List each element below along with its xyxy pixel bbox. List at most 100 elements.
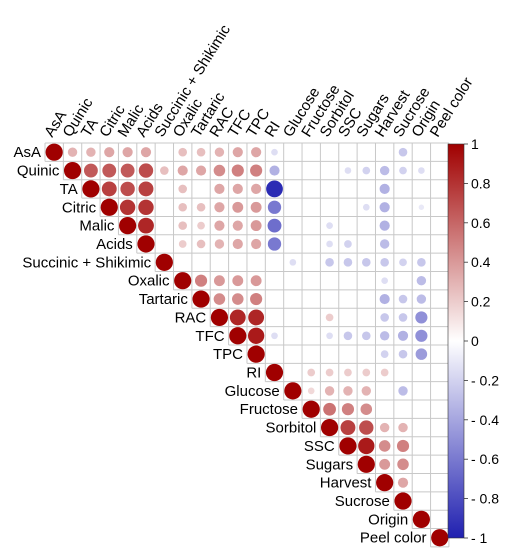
corr-circle-malic-oxalic [178,221,187,230]
corr-circle-quinic-origin [418,167,425,174]
corr-circle-rac-rac [210,308,229,327]
row-label-tartaric: Tartaric [139,291,189,308]
corr-circle-fructose-fructose [302,400,320,418]
corr-circle-acids-tpc [251,238,262,250]
row-label-rac: RAC [175,309,207,326]
row-label-fructose: Fructose [240,401,298,418]
corr-circle-tartaric-harvest [379,293,390,305]
corr-circle-ssc-ssc [339,437,357,455]
corr-circle-quinic-acids [138,163,154,178]
corr-circle-malic-tpc [250,220,262,232]
corr-circle-succinic-shikimic-succinic-shikimic [155,253,173,271]
corr-circle-fructose-ssc [341,403,355,416]
corr-circle-acids-ri [267,237,282,251]
corr-circle-tartaric-rac [213,293,226,305]
corr-circle-glucose-sucrose [398,386,408,396]
corr-circle-quinic-ssc [344,167,352,174]
corr-circle-asa-ta [86,147,96,157]
corr-circle-tfc-tfc [229,327,247,345]
corr-circle-acids-tfc [232,238,243,250]
corr-circle-quinic-ri [269,165,280,176]
corr-circle-fructose-sorbitol [323,402,336,416]
corr-circle-ri-sorbitol [325,368,334,377]
corr-circle-quinic-rac [213,164,226,177]
corr-circle-succinic-shikimic-sorbitol [325,258,334,267]
corr-circle-ta-acids [138,181,154,197]
row-label-harvest: Harvest [320,475,373,492]
row-label-glucose: Glucose [225,383,280,400]
corr-circle-quinic-tpc [250,164,263,177]
corr-circle-asa-malic [122,147,133,158]
corr-circle-acids-acids [137,235,155,253]
corr-circle-citric-sugars [362,203,370,211]
corr-circle-rac-tpc [248,309,265,326]
corr-circle-ta-citric [101,181,117,197]
corr-circle-malic-malic [119,217,137,235]
corr-circle-succinic-shikimic-origin [417,258,426,267]
corr-circle-succinic-shikimic-sugars [362,258,371,267]
corr-circle-citric-citric [100,198,118,216]
corr-circle-ssc-sucrose [396,439,410,453]
corr-circle-citric-origin [418,204,425,210]
corr-circle-peel-color-peel-color [431,529,449,547]
corr-circle-rac-harvest [380,313,389,322]
corr-circle-rac-sucrose [398,313,408,322]
corr-circle-glucose-sugars [361,386,372,396]
legend-tick-label: 0 [471,333,479,349]
corr-circle-ta-tfc [232,183,243,194]
column-label-ta: TA [78,116,102,140]
legend-tick-label: - 0.4 [471,412,499,428]
corr-circle-ri-harvest [380,368,389,377]
corr-circle-citric-tpc [250,201,262,213]
corr-circle-tpc-sucrose [398,349,408,359]
row-label-citric: Citric [62,199,97,216]
row-label-asa: AsA [13,144,41,161]
row-label-peel-color: Peel color [360,530,427,547]
corr-circle-sorbitol-ssc [340,420,356,436]
corr-circle-ta-tpc [251,183,262,194]
correlation-circles [45,143,449,547]
row-label-tpc: TPC [213,346,243,363]
corr-circle-succinic-shikimic-sucrose [399,258,407,267]
corr-circle-succinic-shikimic-harvest [380,258,389,267]
corr-circle-acids-rac [214,239,225,249]
grid [44,142,450,548]
corr-circle-asa-ri [271,148,278,156]
corr-circle-quinic-succinic-shikimic [160,166,169,175]
legend-tick-label: 0.2 [471,294,491,310]
corr-circle-oxalic-oxalic [174,272,192,290]
corr-circle-ta-ta [82,180,100,198]
row-label-succinic-shikimic: Succinic + Shikimic [22,254,151,271]
corr-circle-citric-rac [214,202,225,213]
corr-circle-sugars-sugars [357,455,375,473]
corr-circle-oxalic-harvest [381,277,388,285]
corr-circle-asa-acids [140,147,152,158]
corr-circle-ta-ri [266,180,283,198]
corr-circle-tfc-tpc [247,327,265,344]
legend-tick-label: - 0.6 [471,451,499,467]
corr-circle-tfc-ssc [343,331,353,341]
corr-circle-asa-sucrose [398,147,408,157]
corr-circle-tartaric-sucrose [398,294,408,304]
corr-circle-tartaric-tartaric [192,290,210,308]
corr-circle-malic-ri [267,218,282,233]
corr-circle-citric-harvest [379,202,390,213]
color-legend: 1 0.8 0.6 0.4 0.2 0 - 0.2 - 0.4 - 0.6 - 0.8 - 1 [447,136,499,546]
row-label-acids: Acids [96,236,133,253]
corr-circle-sorbitol-harvest [379,422,390,433]
corr-circle-glucose-fructose [307,387,315,395]
corr-circle-rac-sorbitol [325,313,334,322]
corr-circle-ta-oxalic [178,184,187,194]
corr-circle-tfc-origin [415,329,428,342]
corr-circle-quinic-quinic [63,161,82,180]
legend-tick-label: - 0.8 [471,491,499,507]
row-label-sucrose: Sucrose [335,493,390,510]
row-label-origin: Origin [368,511,408,528]
row-label-malic: Malic [79,218,115,235]
corr-circle-asa-citric [104,147,115,158]
corr-circle-oxalic-tartaric [194,274,208,287]
corr-circle-ssc-sugars [358,437,375,455]
corr-circle-asa-oxalic [178,147,187,157]
